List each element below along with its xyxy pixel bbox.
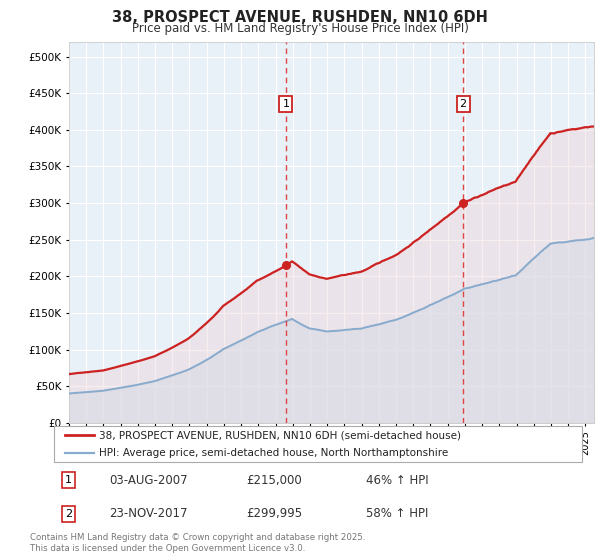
- Text: £299,995: £299,995: [247, 507, 303, 520]
- Text: 03-AUG-2007: 03-AUG-2007: [109, 474, 188, 487]
- Text: HPI: Average price, semi-detached house, North Northamptonshire: HPI: Average price, semi-detached house,…: [99, 448, 448, 458]
- Text: 1: 1: [283, 99, 289, 109]
- Text: 38, PROSPECT AVENUE, RUSHDEN, NN10 6DH: 38, PROSPECT AVENUE, RUSHDEN, NN10 6DH: [112, 10, 488, 25]
- Text: Contains HM Land Registry data © Crown copyright and database right 2025.
This d: Contains HM Land Registry data © Crown c…: [30, 533, 365, 553]
- Text: 46% ↑ HPI: 46% ↑ HPI: [365, 474, 428, 487]
- Text: £215,000: £215,000: [247, 474, 302, 487]
- Text: 2: 2: [65, 508, 72, 519]
- FancyBboxPatch shape: [54, 426, 582, 462]
- Text: 58% ↑ HPI: 58% ↑ HPI: [365, 507, 428, 520]
- Text: 2: 2: [460, 99, 467, 109]
- Text: 1: 1: [65, 475, 72, 486]
- Text: 38, PROSPECT AVENUE, RUSHDEN, NN10 6DH (semi-detached house): 38, PROSPECT AVENUE, RUSHDEN, NN10 6DH (…: [99, 431, 461, 440]
- Text: 23-NOV-2017: 23-NOV-2017: [109, 507, 188, 520]
- Text: Price paid vs. HM Land Registry's House Price Index (HPI): Price paid vs. HM Land Registry's House …: [131, 22, 469, 35]
